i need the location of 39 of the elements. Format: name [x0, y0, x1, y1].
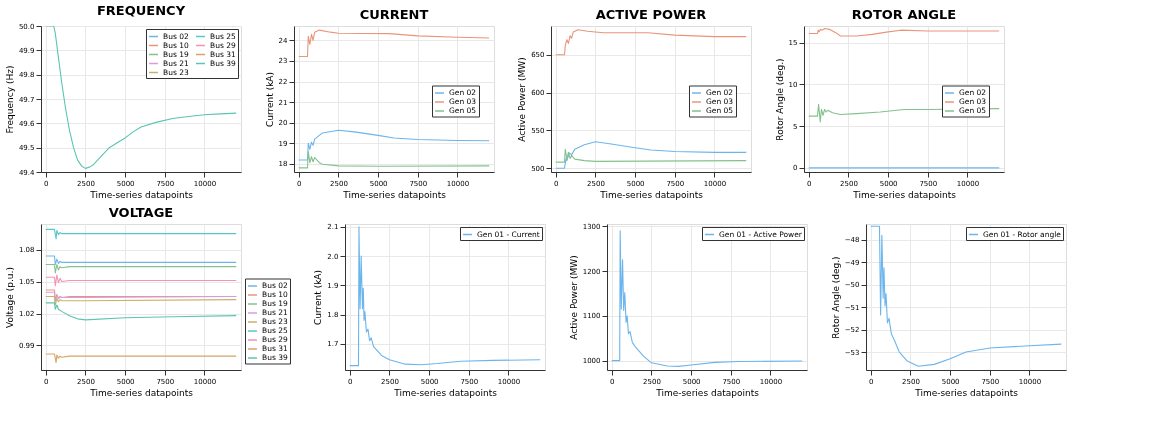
x-axis-title: Time-series datapoints [852, 189, 957, 200]
x-axis-title: Time-series datapoints [914, 387, 1019, 398]
x-axis-title: Time-series datapoints [393, 387, 498, 398]
y-axis-title: Rotor Angle (deg.) [774, 58, 785, 141]
x-axis-title: Time-series datapoints [599, 189, 704, 200]
y-axis-title: Voltage (p.u.) [4, 267, 15, 328]
line-series [808, 27, 1000, 37]
line-series [45, 274, 237, 287]
line-series [45, 295, 237, 306]
line-series [298, 151, 490, 169]
x-axis-title: Time-series datapoints [655, 387, 760, 398]
line-series [870, 225, 1062, 367]
line-series [611, 230, 803, 367]
chart-title: ROTOR ANGLE [851, 7, 957, 22]
y-axis-title: Current (kA) [313, 269, 324, 326]
line-series [555, 148, 747, 163]
chart-title: FREQUENCY [96, 3, 186, 18]
y-axis-title: Rotor Angle (deg.) [830, 256, 841, 339]
chart-title: CURRENT [359, 7, 429, 22]
y-axis-title: Active Power (MW) [568, 255, 579, 340]
line-series [45, 353, 237, 364]
line-series [298, 129, 490, 161]
line-series [45, 302, 237, 321]
x-axis-title: Time-series datapoints [342, 189, 447, 200]
chart-title: ACTIVE POWER [595, 7, 707, 22]
line-series [555, 141, 747, 169]
line-series [45, 228, 237, 240]
x-axis-title: Time-series datapoints [89, 387, 194, 398]
line-series [45, 26, 237, 169]
line-series [298, 29, 490, 57]
y-axis-title: Frequency (Hz) [4, 65, 15, 134]
line-series [45, 263, 237, 274]
line-series [45, 255, 237, 266]
y-axis-title: Current (kA) [264, 71, 275, 128]
line-series [349, 226, 541, 367]
chart-title: VOLTAGE [108, 205, 174, 220]
y-axis-title: Active Power (MW) [517, 57, 528, 142]
line-series [555, 29, 747, 56]
x-axis-title: Time-series datapoints [89, 189, 194, 200]
